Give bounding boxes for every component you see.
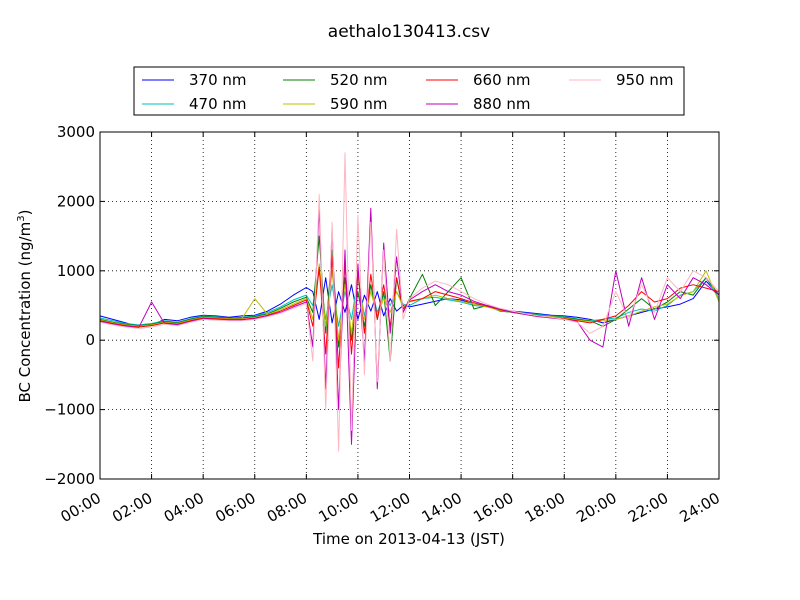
series-line-370-nm (99, 277, 720, 327)
x-tick-label: 24:00 (677, 489, 723, 526)
legend-label: 470 nm (189, 95, 247, 113)
x-tick-label: 02:00 (109, 489, 155, 526)
y-axis-label: BC Concentration (ng/m3) (16, 210, 34, 403)
plot-lines (99, 152, 720, 452)
series-line-950-nm (99, 152, 720, 452)
y-axis-label-superscript: 3 (16, 215, 27, 221)
x-tick-label: 20:00 (573, 489, 619, 526)
series-line-880-nm (99, 207, 720, 445)
x-tick-label: 14:00 (419, 489, 465, 526)
legend-label: 590 nm (330, 95, 388, 113)
x-tick-label: 22:00 (625, 489, 671, 526)
x-tick-label: 00:00 (58, 489, 104, 526)
legend-label: 520 nm (330, 71, 388, 89)
chart-title: aethalo130413.csv (328, 22, 490, 42)
y-tick-label: 1000 (57, 262, 95, 280)
legend-box (133, 66, 685, 116)
y-axis-label-suffix: ) (16, 210, 34, 216)
x-tick-label: 16:00 (470, 489, 516, 526)
y-tick-label: 3000 (57, 123, 95, 141)
x-tick-label: 10:00 (315, 489, 361, 526)
x-tick-label: 12:00 (367, 489, 413, 526)
series-line-520-nm (99, 235, 720, 362)
y-tick-label: 2000 (57, 192, 95, 210)
legend: 370 nm 470 nm 520 nm 590 nm 660 nm 880 nm 950 … (133, 66, 685, 116)
x-tick-label: 06:00 (212, 489, 258, 526)
x-axis-label: Time on 2013-04-13 (JST) (312, 530, 505, 548)
legend-label: 880 nm (473, 95, 531, 113)
x-tick-label: 04:00 (161, 489, 207, 526)
y-tick-label: −2000 (44, 470, 95, 488)
y-tick-label: −1000 (44, 401, 95, 419)
x-tick-label: 18:00 (522, 489, 568, 526)
y-axis-label-main: BC Concentration (ng/m (16, 222, 34, 403)
series-line-660-nm (99, 256, 720, 369)
y-tick-label: 0 (85, 331, 95, 349)
legend-label: 660 nm (473, 71, 531, 89)
legend-label: 370 nm (189, 71, 247, 89)
x-tick-label: 08:00 (264, 489, 310, 526)
legend-label: 950 nm (616, 71, 674, 89)
